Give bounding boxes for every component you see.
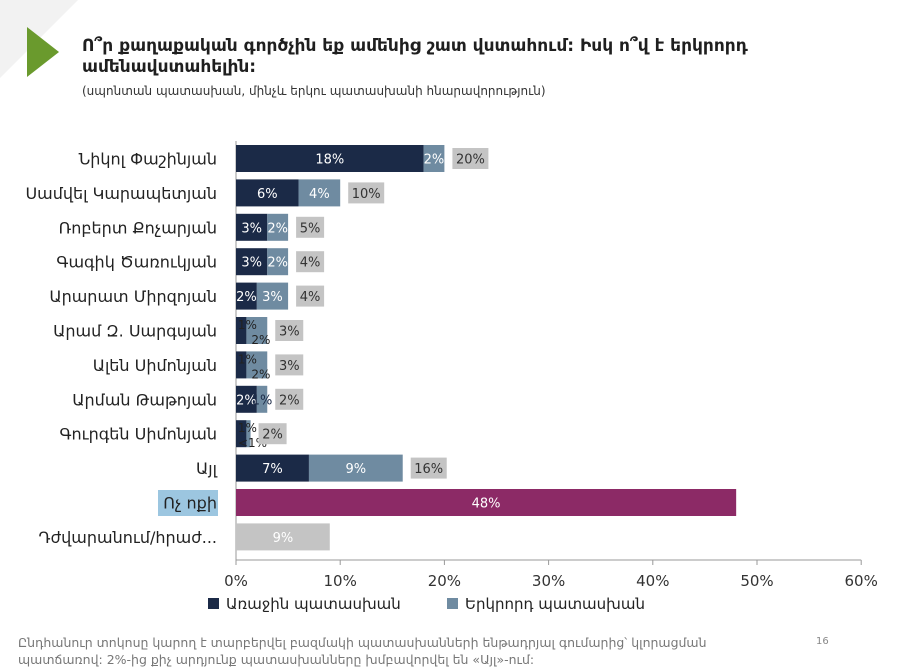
bar-first-label: 3%: [241, 221, 262, 236]
play-arrow-icon: [27, 27, 59, 77]
bar-total-label: 16%: [414, 462, 443, 477]
x-tick-label: 20%: [428, 572, 461, 590]
bar-second-answer: [256, 282, 289, 310]
bar-total-box: [275, 354, 304, 376]
bar-first-answer: [236, 454, 309, 482]
bar-total-box: [296, 216, 325, 238]
category-label: Ոչ ոքի: [163, 494, 217, 513]
bar-first-label: 1%: [238, 421, 257, 435]
bar-total-label: 20%: [456, 153, 485, 168]
bar-second-answer: [298, 179, 341, 207]
bar-total-label: 2%: [262, 428, 283, 443]
bar-second-answer: [246, 351, 268, 379]
x-tick-label: 50%: [740, 572, 773, 590]
category-label: Գուրգեն Սիմոնյան: [59, 425, 217, 444]
bar-second-answer: [423, 145, 445, 172]
category-label: Ռոբերտ Քոչարյան: [59, 218, 217, 237]
bar-total-box: [410, 457, 447, 479]
bar-total-box: [258, 423, 287, 445]
page-number: 16: [816, 636, 829, 647]
x-tick-label: 40%: [636, 572, 669, 590]
x-tick-label: 10%: [324, 572, 357, 590]
legend-swatch-first: [208, 598, 219, 609]
bar-total-box: [348, 182, 385, 204]
bar-second-label: 2%: [251, 367, 270, 381]
category-label: Դժվարանում/հրաժ...: [39, 528, 217, 547]
bar-single: [236, 523, 330, 551]
bar-first-answer: [236, 282, 257, 310]
chart-subtitle: (սպոնտան պատասխան, մինչև երկու պատասխանի…: [82, 84, 546, 98]
bar-second-label: 4%: [309, 187, 330, 202]
bar-first-answer: [236, 145, 424, 172]
bar-second-label: 2%: [424, 153, 445, 168]
category-label: Նիկոլ Փաշինյան: [79, 150, 217, 169]
category-label: Արման Թաթոյան: [72, 390, 217, 409]
bar-first-label: 6%: [257, 187, 278, 202]
bar-first-label: 2%: [236, 393, 257, 408]
bar-total-label: 4%: [300, 290, 321, 305]
x-tick-label: 60%: [845, 572, 878, 590]
bar-second-label: 2%: [267, 256, 288, 271]
bar-second-label: 2%: [251, 333, 270, 347]
bar-total-box: [452, 148, 489, 169]
category-label: Այլ: [196, 459, 218, 478]
bar-single-label: 9%: [273, 531, 294, 546]
category-label: Գագիկ Ծառուկյան: [56, 253, 217, 272]
legend-label-second: Երկրորդ պատասխան: [465, 595, 645, 613]
bar-second-label: 9%: [346, 462, 367, 477]
bar-total-box: [275, 320, 304, 341]
bar-second-answer: [308, 454, 403, 482]
bar-second-label: 3%: [262, 290, 283, 305]
bar-first-answer: [236, 248, 268, 276]
bar-total-label: 10%: [352, 187, 381, 202]
category-label: Արամ Զ. Սարգսյան: [53, 322, 217, 341]
x-tick-label: 30%: [532, 572, 565, 590]
bar-first-answer: [236, 420, 247, 448]
footnote: Ընդհանուր տոկոսը կարող է տարբերվել բազմա…: [18, 635, 707, 667]
bar-second-answer: [256, 385, 268, 413]
x-tick-label: 0%: [224, 572, 248, 590]
bar-second-answer: [267, 213, 289, 241]
bar-total-label: 2%: [279, 393, 300, 408]
bar-total-label: 4%: [300, 256, 321, 271]
bar-first-label: 1%: [238, 352, 257, 366]
bar-first-answer: [236, 351, 247, 379]
bar-single-label: 48%: [472, 497, 501, 512]
bar-first-answer: [236, 385, 257, 413]
bar-second-answer: [246, 317, 268, 344]
bar-first-label: 7%: [262, 462, 283, 477]
category-label: Ալեն Սիմոնյան: [93, 356, 217, 375]
bar-total-label: 5%: [300, 221, 321, 236]
bar-total-box: [296, 251, 325, 273]
bar-second-label: 2%: [267, 221, 288, 236]
bar-second-answer: [246, 420, 251, 448]
bar-total-box: [275, 388, 304, 410]
legend-swatch-second: [447, 598, 458, 609]
bar-single: [236, 489, 737, 516]
bar-first-label: 3%: [241, 256, 262, 271]
bar-total-label: 3%: [279, 359, 300, 374]
bar-first-label: 2%: [236, 290, 257, 305]
bar-second-label: 1%: [252, 393, 273, 408]
category-highlight: [158, 490, 218, 516]
chart-title: Ո՞ր քաղաքական գործչին եք ամենից շատ վստա…: [82, 36, 748, 77]
bar-total-label: 3%: [279, 325, 300, 340]
category-label: Արարատ Միրզոյան: [49, 287, 217, 306]
bar-total-box: [296, 285, 325, 307]
legend-label-first: Առաջին պատասխան: [226, 595, 401, 613]
bar-first-answer: [236, 179, 299, 207]
bar-first-label: 18%: [315, 153, 344, 168]
category-label: Սամվել Կարապետյան: [25, 184, 217, 203]
bar-first-label: 1%: [238, 318, 257, 332]
bar-first-answer: [236, 317, 247, 344]
bar-second-answer: [267, 248, 289, 276]
bar-first-answer: [236, 213, 268, 241]
